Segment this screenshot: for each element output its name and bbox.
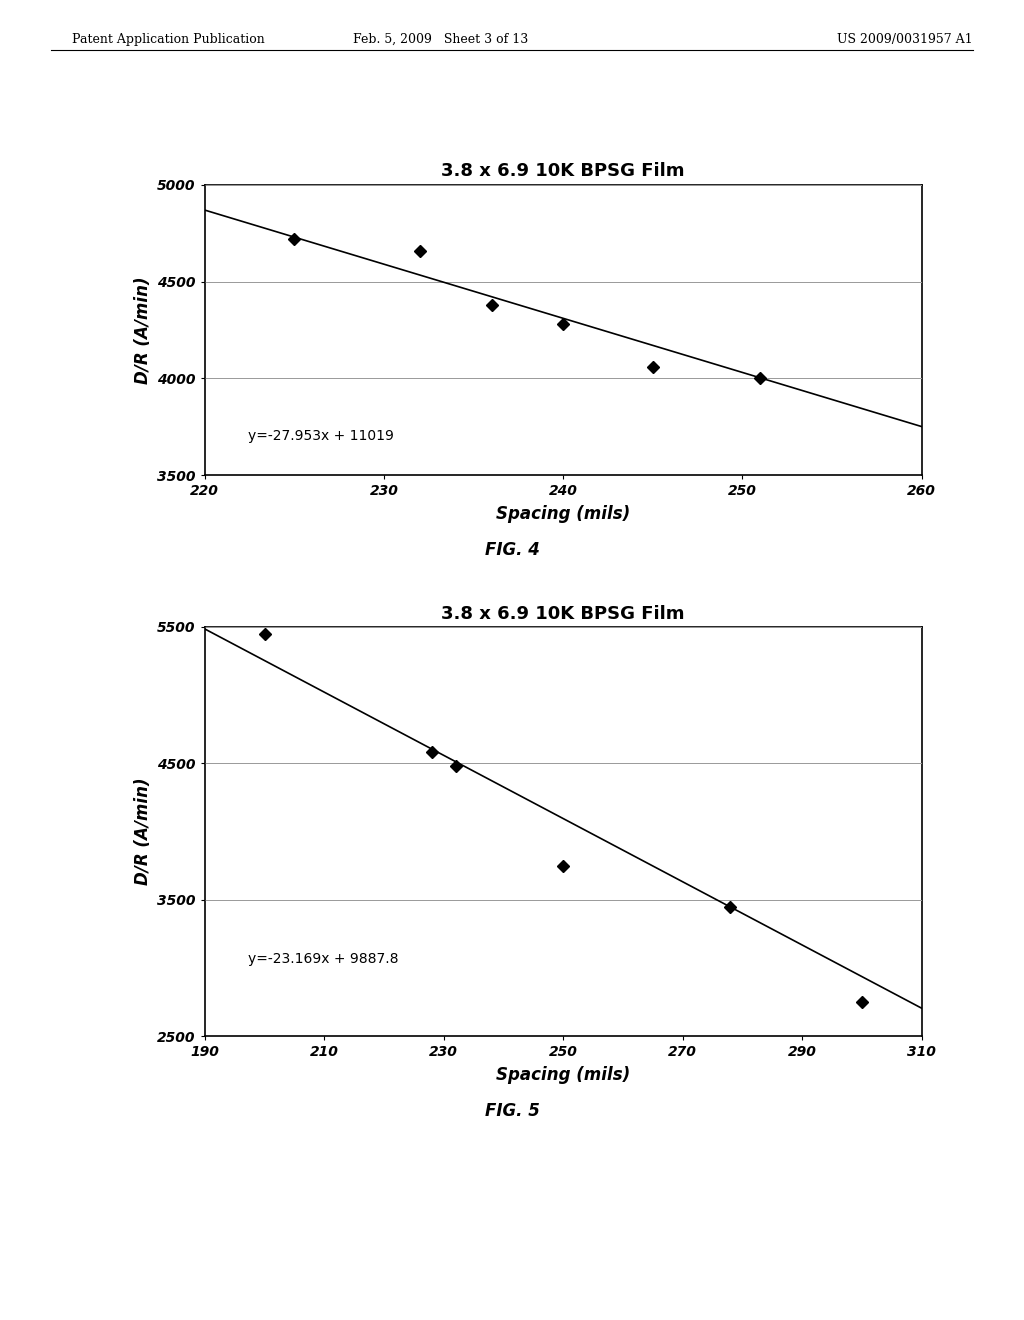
X-axis label: Spacing (mils): Spacing (mils) bbox=[496, 506, 631, 523]
Text: y=-23.169x + 9887.8: y=-23.169x + 9887.8 bbox=[248, 952, 398, 965]
Text: US 2009/0031957 A1: US 2009/0031957 A1 bbox=[838, 33, 973, 46]
Text: Patent Application Publication: Patent Application Publication bbox=[72, 33, 264, 46]
X-axis label: Spacing (mils): Spacing (mils) bbox=[496, 1067, 631, 1084]
Text: Feb. 5, 2009   Sheet 3 of 13: Feb. 5, 2009 Sheet 3 of 13 bbox=[352, 33, 528, 46]
Title: 3.8 x 6.9 10K BPSG Film: 3.8 x 6.9 10K BPSG Film bbox=[441, 605, 685, 623]
Title: 3.8 x 6.9 10K BPSG Film: 3.8 x 6.9 10K BPSG Film bbox=[441, 162, 685, 181]
Y-axis label: D/R (A/min): D/R (A/min) bbox=[134, 777, 152, 886]
Text: y=-27.953x + 11019: y=-27.953x + 11019 bbox=[248, 429, 393, 444]
Text: FIG. 4: FIG. 4 bbox=[484, 541, 540, 560]
Y-axis label: D/R (A/min): D/R (A/min) bbox=[134, 276, 152, 384]
Text: FIG. 5: FIG. 5 bbox=[484, 1102, 540, 1121]
